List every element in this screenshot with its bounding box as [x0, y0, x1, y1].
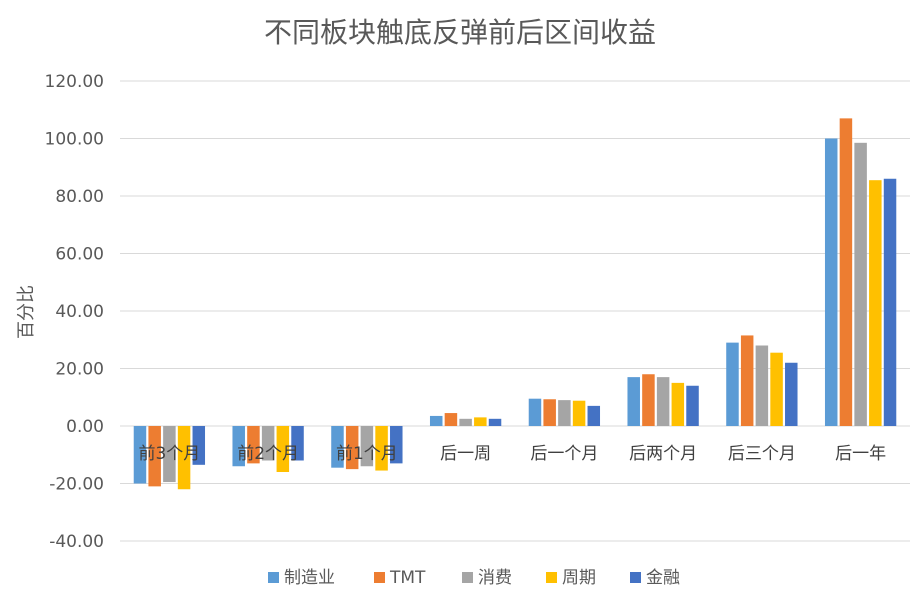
bar — [671, 382, 685, 426]
legend-swatch — [374, 572, 385, 583]
bar — [587, 405, 601, 426]
bar — [360, 426, 374, 467]
bar — [740, 335, 754, 426]
legend-label: 消费 — [478, 568, 512, 588]
bar — [232, 426, 245, 467]
bar — [686, 385, 699, 426]
y-axis-ticks: 120.00 100.00 80.00 60.00 40.00 20.00 0.00 -20.… — [45, 72, 104, 552]
bar — [375, 426, 388, 471]
bar — [345, 426, 359, 470]
y-tick-label: 40.00 — [55, 302, 104, 322]
legend-swatch — [630, 572, 641, 583]
y-tick-label: 20.00 — [55, 360, 104, 380]
y-tick-label: -40.00 — [49, 532, 104, 552]
chart-title: 不同板块触底反弹前后区间收益 — [264, 16, 656, 49]
bar — [247, 426, 260, 464]
bar — [642, 374, 655, 426]
x-category-label: 后一个月 — [530, 444, 598, 464]
bar — [276, 426, 290, 472]
x-category-label: 后一年 — [835, 444, 886, 464]
x-category-label: 后一周 — [440, 444, 491, 464]
bar — [177, 426, 191, 490]
bar — [148, 426, 161, 487]
bar — [558, 400, 571, 426]
y-tick-label: 0.00 — [66, 417, 104, 437]
gridlines — [120, 80, 910, 542]
bar — [785, 362, 798, 426]
bar — [488, 418, 502, 426]
bar — [459, 418, 472, 426]
legend-swatch — [268, 572, 279, 583]
bar — [755, 345, 769, 426]
x-axis-categories: 前3个月 前2个月 前1个月 后一周 后一个月 后两个月 后三个月 后一年 — [138, 444, 886, 464]
y-tick-label: 120.00 — [45, 72, 104, 92]
bar — [390, 426, 403, 464]
bar — [133, 426, 147, 484]
bar — [824, 138, 838, 426]
bar — [656, 377, 670, 426]
y-axis-label: 百分比 — [16, 285, 37, 339]
legend-swatch — [546, 572, 557, 583]
x-category-label: 后两个月 — [629, 444, 697, 464]
legend-label: TMT — [389, 568, 426, 588]
x-category-label: 前1个月 — [336, 444, 398, 464]
bar — [163, 426, 176, 483]
y-tick-label: 100.00 — [45, 130, 104, 150]
bar — [854, 142, 867, 426]
bar — [261, 426, 275, 461]
x-category-label: 后三个月 — [728, 444, 796, 464]
bar — [869, 180, 882, 426]
bar — [192, 426, 206, 465]
bar — [331, 426, 344, 468]
bar — [543, 399, 556, 426]
bar — [444, 413, 458, 426]
bar — [839, 118, 853, 426]
bar — [291, 426, 304, 461]
bar — [770, 352, 783, 426]
x-category-label: 前3个月 — [138, 444, 200, 464]
bar — [627, 377, 640, 426]
bar — [572, 400, 586, 426]
legend-label: 金融 — [646, 568, 680, 588]
bar — [726, 342, 739, 426]
bar — [429, 415, 443, 426]
bar — [883, 178, 897, 426]
bars — [133, 118, 897, 490]
y-tick-label: 80.00 — [55, 187, 104, 207]
y-tick-label: 60.00 — [55, 245, 104, 265]
y-tick-label: -20.00 — [49, 475, 104, 495]
bar — [528, 398, 542, 426]
x-category-label: 前2个月 — [237, 444, 299, 464]
legend: 制造业 TMT 消费 周期 金融 — [268, 568, 680, 588]
legend-label: 制造业 — [284, 568, 335, 588]
bar — [474, 417, 487, 426]
legend-label: 周期 — [562, 568, 596, 588]
legend-swatch — [462, 572, 473, 583]
